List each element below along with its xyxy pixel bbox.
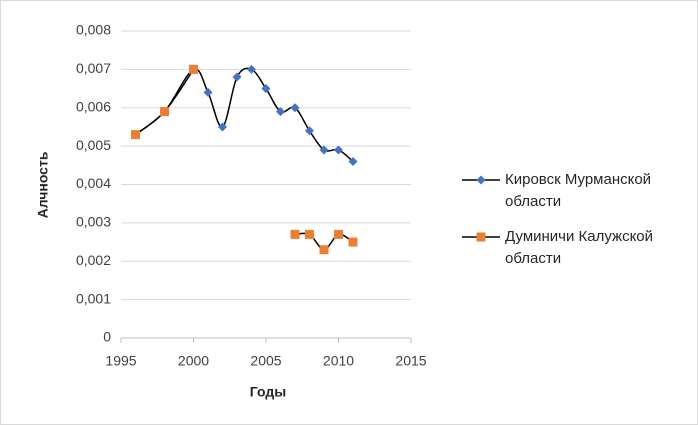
legend-marker xyxy=(476,175,486,185)
y-axis-title: Алчность xyxy=(35,151,51,218)
point xyxy=(247,64,256,74)
y-tick-label: 0,005 xyxy=(76,137,111,153)
point xyxy=(261,84,271,94)
point xyxy=(334,145,343,155)
point xyxy=(348,156,358,166)
legend-marker xyxy=(476,175,486,185)
y-tick-label: 0,004 xyxy=(76,175,111,191)
point xyxy=(218,122,227,132)
y-tick-label: 0,007 xyxy=(76,60,111,76)
y-tick-label: 0 xyxy=(103,329,111,345)
legend-marker xyxy=(476,232,486,242)
point xyxy=(276,107,285,117)
point xyxy=(348,237,358,247)
y-tick-label: 0,006 xyxy=(76,98,111,114)
point xyxy=(319,245,329,255)
legend-label: Кировск Мурманской области xyxy=(505,171,651,210)
point xyxy=(203,87,213,97)
x-tick-label: 1995 xyxy=(105,353,136,369)
y-tick-label: 0,002 xyxy=(76,252,111,268)
point xyxy=(232,72,242,82)
point xyxy=(290,103,300,113)
y-tick-label: 0,001 xyxy=(76,290,111,306)
point xyxy=(334,229,343,239)
point xyxy=(160,107,169,117)
y-tick-label: 0,003 xyxy=(76,214,111,230)
point xyxy=(319,145,329,155)
point xyxy=(290,229,300,239)
point xyxy=(189,64,198,74)
x-tick-label: 2015 xyxy=(395,353,426,369)
legend-marker xyxy=(476,232,486,242)
point xyxy=(305,229,314,239)
x-tick-label: 2000 xyxy=(178,353,209,369)
x-axis-title: Годы xyxy=(250,384,286,400)
point xyxy=(131,130,140,140)
y-tick-label: 0,008 xyxy=(76,22,111,38)
x-tick-label: 2010 xyxy=(323,353,354,369)
legend-label: Думиничи Калужской области xyxy=(505,228,653,267)
x-tick-label: 2005 xyxy=(250,353,281,369)
point xyxy=(305,126,314,136)
